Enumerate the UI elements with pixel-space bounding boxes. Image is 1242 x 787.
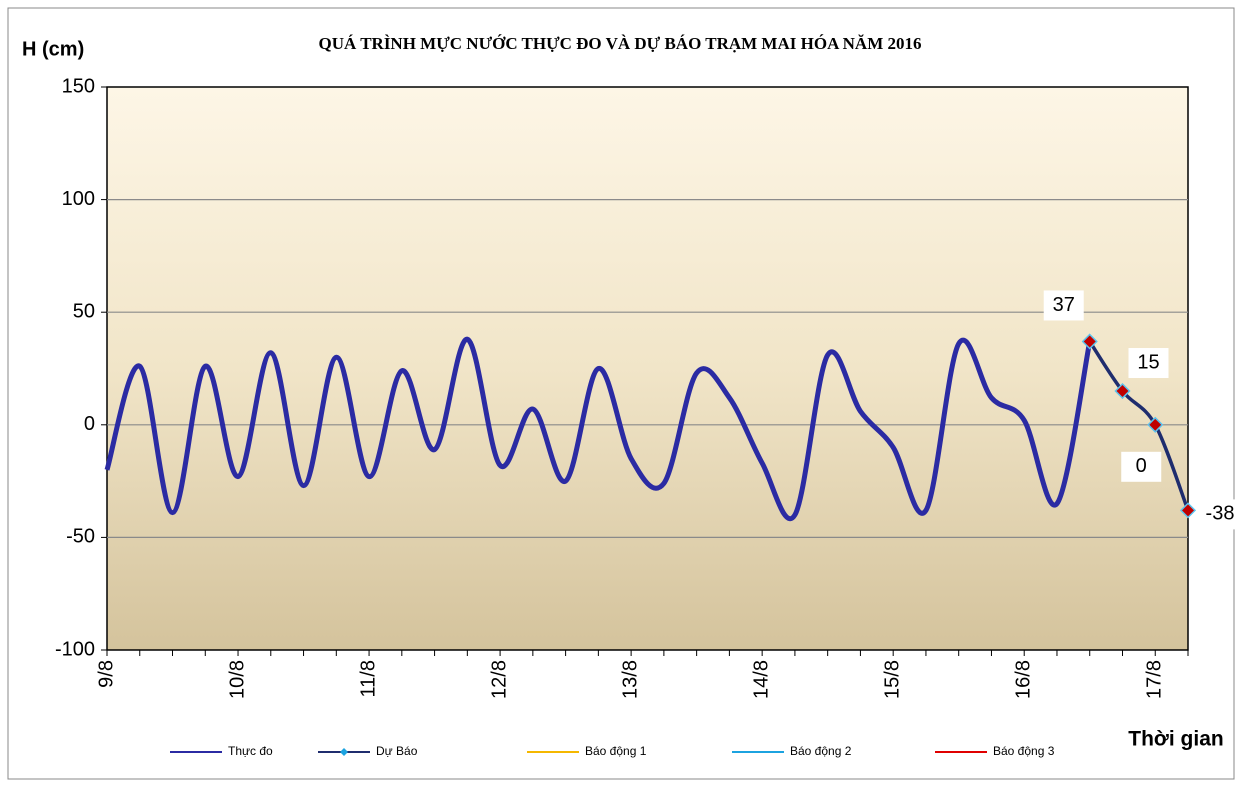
marker: [1147, 416, 1164, 433]
data-label: 15: [1137, 351, 1159, 373]
legend-label: Báo động 1: [585, 744, 647, 758]
series-line: [104, 336, 1093, 521]
data-label-box: [1200, 499, 1240, 530]
data-label: 37: [1053, 294, 1075, 316]
x-tick-label: 17/8: [1144, 660, 1166, 699]
x-tick-label: 9/8: [95, 660, 117, 688]
legend-label: Dự Báo: [376, 744, 418, 758]
plot-area: [106, 86, 1189, 651]
y-tick-label: -100: [55, 638, 95, 660]
data-label-box: [1128, 348, 1169, 379]
marker: [1114, 382, 1131, 400]
legend-label: Báo động 3: [993, 744, 1055, 758]
data-label-box: [1043, 290, 1084, 321]
marker: [1179, 502, 1197, 519]
chart-title: QUÁ TRÌNH MỰC NƯỚC THỰC ĐO VÀ DỰ BÁO TRẠ…: [318, 34, 921, 53]
x-tick-label: 14/8: [750, 660, 772, 699]
legend-label: Báo động 2: [790, 744, 852, 758]
marker: [1081, 333, 1098, 350]
x-axis-label: Thời gian: [1128, 728, 1223, 751]
y-tick-label: 150: [62, 75, 95, 97]
x-tick-label: 13/8: [619, 660, 641, 699]
y-tick-label: 100: [62, 188, 95, 210]
y-tick-label: 50: [73, 300, 95, 322]
y-tick-label: 0: [84, 413, 95, 435]
data-label: 0: [1136, 455, 1147, 477]
y-tick-label: -50: [66, 526, 95, 548]
x-tick-label: 11/8: [357, 660, 379, 697]
data-label-box: [1121, 451, 1162, 482]
x-tick-label: 15/8: [881, 660, 903, 699]
data-label: -38: [1206, 503, 1235, 525]
series-line: [1088, 340, 1190, 512]
x-tick-label: 12/8: [488, 660, 510, 699]
legend-label: Thực đo: [228, 744, 273, 758]
x-tick-label: 10/8: [226, 660, 248, 699]
legend-marker: [340, 748, 348, 756]
x-tick-label: 16/8: [1012, 660, 1034, 699]
y-axis-label: H (cm): [22, 38, 84, 60]
